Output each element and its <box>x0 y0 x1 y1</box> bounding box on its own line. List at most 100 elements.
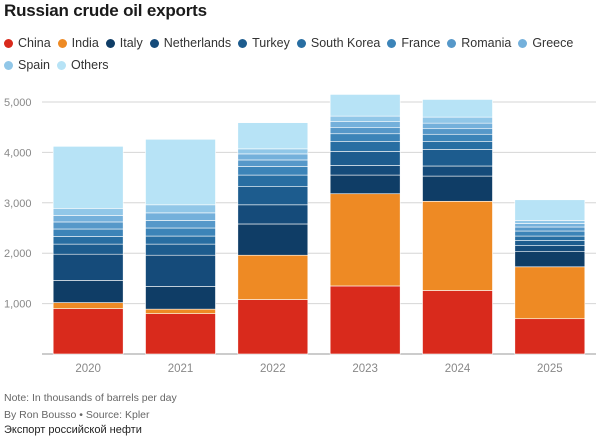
legend-swatch <box>387 38 397 48</box>
bar-segment-italy-2022 <box>237 223 309 256</box>
legend-label: South Korea <box>310 36 381 50</box>
bar-segment-romania-2022 <box>237 159 309 167</box>
bar-segment-turkey-2021 <box>145 243 216 256</box>
legend-label: India <box>71 36 99 50</box>
x-tick-label: 2021 <box>168 363 194 375</box>
bar-segment-india-2022 <box>237 254 309 300</box>
bar-segment-india-2021 <box>145 308 216 314</box>
legend-swatch <box>447 38 457 48</box>
bar-segment-romania-2023 <box>329 127 401 135</box>
legend-swatch <box>149 38 159 48</box>
y-tick-label: 3,000 <box>4 198 32 210</box>
legend-swatch <box>56 60 66 70</box>
bar-segment-greece-2025 <box>514 223 586 228</box>
bar-segment-netherlands-2022 <box>237 204 309 225</box>
bar-segment-turkey-2022 <box>237 186 309 206</box>
bar-segment-greece-2021 <box>145 212 216 221</box>
x-tick-label: 2020 <box>75 363 101 375</box>
bar-segment-spain-2024 <box>422 116 493 124</box>
bar-segment-south-korea-2024 <box>422 141 493 150</box>
bar-segment-china-2021 <box>145 313 216 355</box>
bar-segment-turkey-2020 <box>52 243 124 255</box>
bar-segment-china-2024 <box>422 290 493 355</box>
bar-segment-turkey-2023 <box>329 151 401 166</box>
bar-segment-india-2023 <box>329 193 401 287</box>
bar-segment-south-korea-2025 <box>514 235 586 241</box>
bar-segment-italy-2020 <box>52 280 124 303</box>
legend-swatch <box>296 38 306 48</box>
bar-segment-spain-2025 <box>514 220 586 224</box>
bar-segment-india-2024 <box>422 200 493 291</box>
y-tick-label: 2,000 <box>4 248 32 260</box>
legend-label: Turkey <box>252 36 290 50</box>
bar-segment-south-korea-2020 <box>52 236 124 245</box>
bar-segment-romania-2020 <box>52 221 124 230</box>
legend-label: Spain <box>18 58 50 72</box>
legend-swatch <box>4 38 13 48</box>
bar-segment-italy-2025 <box>514 251 586 268</box>
bar-segment-italy-2021 <box>145 286 216 310</box>
legend-swatch <box>4 60 13 70</box>
legend-swatch <box>57 38 67 48</box>
legend-item-turkey: Turkey <box>238 36 290 50</box>
bar-segment-greece-2023 <box>329 121 401 129</box>
x-tick-label: 2025 <box>537 363 563 375</box>
bar-segment-romania-2025 <box>514 226 586 232</box>
legend-item-france: France <box>387 36 440 50</box>
bar-segment-romania-2024 <box>422 128 493 135</box>
bar-segment-turkey-2024 <box>422 149 493 167</box>
bar-segment-france-2020 <box>52 228 124 237</box>
legend-label: Others <box>70 58 109 72</box>
x-tick-label: 2022 <box>260 363 286 375</box>
legend-item-greece: Greece <box>518 36 573 50</box>
bar-segment-others-2025 <box>514 199 586 221</box>
bar-segment-india-2020 <box>52 302 124 309</box>
bar-segment-spain-2023 <box>329 115 401 122</box>
legend-label: Greece <box>532 36 574 50</box>
bar-segment-others-2023 <box>329 94 401 117</box>
bar-segment-spain-2021 <box>145 204 216 214</box>
bar-segment-italy-2023 <box>329 174 401 195</box>
bar-segment-turkey-2025 <box>514 240 586 246</box>
legend-swatch <box>105 38 115 48</box>
bar-segment-netherlands-2025 <box>514 245 586 252</box>
legend-item-spain: Spain <box>4 58 50 72</box>
legend-item-netherlands: Netherlands <box>149 36 232 50</box>
y-tick-label: 5,000 <box>4 97 32 109</box>
bar-segment-south-korea-2021 <box>145 235 216 245</box>
x-tick-label: 2023 <box>352 363 378 375</box>
bar-segment-romania-2021 <box>145 220 216 229</box>
bar-segment-greece-2022 <box>237 153 309 161</box>
bar-segment-netherlands-2021 <box>145 254 216 287</box>
legend-label: Netherlands <box>163 36 232 50</box>
bar-segment-france-2023 <box>329 133 401 142</box>
legend-item-india: India <box>57 36 99 50</box>
y-tick-label: 4,000 <box>4 147 32 159</box>
legend-item-south-korea: South Korea <box>296 36 381 50</box>
legend-label: Romania <box>461 36 512 50</box>
x-tick-label: 2024 <box>445 363 471 375</box>
bar-segment-others-2022 <box>237 122 309 150</box>
bar-segment-greece-2020 <box>52 215 124 223</box>
chart-title: Russian crude oil exports <box>4 1 207 20</box>
bar-segment-netherlands-2020 <box>52 253 124 281</box>
bar-segment-china-2023 <box>329 285 401 355</box>
bar-segment-others-2024 <box>422 99 493 118</box>
bar-segment-south-korea-2022 <box>237 174 309 187</box>
legend-label: Italy <box>119 36 143 50</box>
bar-segment-others-2021 <box>145 138 216 206</box>
legend-item-italy: Italy <box>105 36 143 50</box>
footer-byline: By Ron Bousso • Source: Kpler <box>4 409 150 421</box>
bar-segment-spain-2022 <box>237 148 309 155</box>
bar-segment-netherlands-2024 <box>422 165 493 177</box>
bar-segment-france-2024 <box>422 133 493 142</box>
legend-item-others: Others <box>56 58 109 72</box>
bar-segment-china-2020 <box>52 308 124 355</box>
bar-segment-south-korea-2023 <box>329 141 401 152</box>
footer-caption: Экспорт российской нефти <box>4 424 142 436</box>
bar-segment-india-2025 <box>514 266 586 320</box>
legend-swatch <box>238 38 248 48</box>
bar-segment-others-2020 <box>52 146 124 209</box>
bar-segment-greece-2024 <box>422 122 493 130</box>
